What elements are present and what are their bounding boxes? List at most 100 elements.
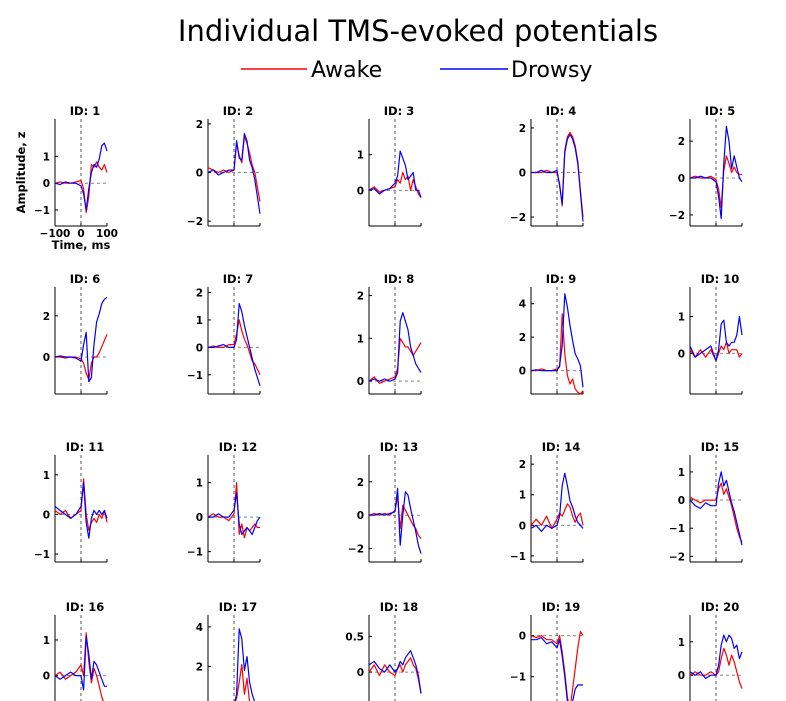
y-tick-label: −1 bbox=[34, 205, 50, 217]
y-tick-label: 1 bbox=[357, 150, 364, 162]
panel-14: ID: 14 −1 0 1 2 bbox=[510, 440, 584, 563]
y-axis-label: Amplitude, z bbox=[14, 131, 28, 213]
series-drowsy-line bbox=[368, 150, 422, 198]
y-tick-label: −2 bbox=[187, 216, 203, 228]
series-awake-line bbox=[54, 632, 104, 701]
legend: Awake Drowsy bbox=[241, 58, 592, 83]
panel-title: ID: 4 bbox=[546, 104, 576, 118]
panel-19: ID: 19−2−10 bbox=[510, 600, 584, 701]
panel-title: ID: 7 bbox=[223, 272, 253, 286]
series-drowsy-line bbox=[689, 471, 743, 546]
panel-5: ID: 5 −2 0 2 bbox=[669, 104, 743, 227]
series-drowsy-line bbox=[54, 482, 108, 539]
series-drowsy-line bbox=[530, 472, 584, 533]
y-tick-label: 0 bbox=[357, 376, 364, 388]
y-tick-label: −1 bbox=[510, 551, 526, 563]
figure-title: Individual TMS-evoked potentials bbox=[178, 14, 658, 48]
panel-title: ID: 3 bbox=[384, 104, 414, 118]
panel-title: ID: 2 bbox=[223, 104, 253, 118]
y-tick-label: −1 bbox=[187, 370, 203, 382]
y-tick-label: 0 bbox=[43, 509, 50, 521]
y-tick-label: 1 bbox=[357, 333, 364, 345]
series-drowsy-line bbox=[689, 634, 743, 680]
panel-title: ID: 16 bbox=[66, 600, 104, 614]
y-tick-label: 0 bbox=[357, 185, 364, 197]
y-tick-label: 0 bbox=[357, 667, 364, 679]
y-tick-label: 1 bbox=[678, 467, 685, 479]
y-tick-label: −1 bbox=[34, 549, 50, 561]
y-tick-label: 1 bbox=[678, 637, 685, 649]
y-tick-label: 0 bbox=[196, 168, 203, 180]
panel-13: ID: 13 −2 0 2 bbox=[348, 440, 422, 563]
series-drowsy-line bbox=[54, 142, 108, 211]
y-tick-label: −1 bbox=[187, 547, 203, 559]
panel-title: ID: 11 bbox=[66, 440, 104, 454]
panel-title: ID: 19 bbox=[542, 600, 580, 614]
series-awake-line bbox=[54, 478, 108, 531]
panel-title: ID: 5 bbox=[705, 104, 735, 118]
y-tick-label: 0 bbox=[357, 510, 364, 522]
y-tick-label: 2 bbox=[357, 291, 364, 303]
y-tick-label: 1 bbox=[196, 315, 203, 327]
panel-7: ID: 7 −1 0 1 2 bbox=[187, 272, 261, 395]
panel-title: ID: 1 bbox=[70, 104, 100, 118]
series-drowsy-line bbox=[690, 125, 743, 220]
series-awake-line bbox=[368, 337, 422, 384]
panel-8: ID: 8 0 1 2 bbox=[357, 272, 422, 395]
y-tick-label: −1 bbox=[510, 672, 526, 684]
y-tick-label: 0 bbox=[519, 168, 526, 180]
panel-title: ID: 20 bbox=[701, 600, 739, 614]
y-tick-label: 2 bbox=[519, 123, 526, 135]
x-tick-label: 100 bbox=[96, 228, 118, 240]
y-tick-label: 4 bbox=[519, 299, 526, 311]
series-drowsy-line bbox=[207, 133, 261, 214]
panel-title: ID: 17 bbox=[219, 600, 257, 614]
y-tick-label: 0 bbox=[678, 495, 685, 507]
panel-title: ID: 15 bbox=[701, 440, 739, 454]
panel-title: ID: 9 bbox=[546, 272, 576, 286]
y-tick-label: 0 bbox=[196, 342, 203, 354]
y-tick-label: 0 bbox=[196, 512, 203, 524]
panel-4: ID: 4 −2 0 2 bbox=[510, 104, 584, 227]
y-tick-label: 0 bbox=[678, 173, 685, 185]
y-tick-label: 0 bbox=[43, 178, 50, 190]
panel-10: ID: 10 0 1 bbox=[678, 272, 743, 395]
y-tick-label: 4 bbox=[196, 622, 203, 634]
y-tick-label: 1 bbox=[43, 470, 50, 482]
series-awake-line bbox=[689, 482, 743, 543]
y-tick-label: 0 bbox=[519, 631, 526, 643]
x-axis-label: Time, ms bbox=[52, 238, 111, 252]
y-tick-label: 2 bbox=[196, 287, 203, 299]
panel-6: ID: 6 0 2 bbox=[43, 272, 108, 395]
panel-title: ID: 18 bbox=[380, 600, 418, 614]
panel-title: ID: 13 bbox=[380, 440, 418, 454]
panel-18: ID: 18−0.500.5 bbox=[345, 600, 422, 701]
panel-title: ID: 12 bbox=[219, 440, 257, 454]
series-drowsy-line bbox=[531, 636, 583, 701]
panel-2: ID: 2 −2 0 2 bbox=[187, 104, 261, 228]
series-drowsy-line bbox=[368, 650, 422, 694]
y-tick-label: 0 bbox=[519, 520, 526, 532]
series-drowsy-line bbox=[530, 293, 584, 388]
series-drowsy-line bbox=[234, 628, 256, 701]
series-awake-line bbox=[689, 341, 743, 362]
series-awake-line bbox=[531, 313, 584, 395]
panel-11: ID: 11 −1 0 1 bbox=[34, 440, 108, 563]
y-tick-label: 1 bbox=[196, 478, 203, 490]
y-tick-label: 0 bbox=[43, 671, 50, 683]
panel-12: ID: 12 −1 0 1 bbox=[187, 440, 261, 563]
panel-3: ID: 3 0 1 bbox=[357, 104, 422, 227]
series-drowsy-line bbox=[369, 487, 422, 554]
series-drowsy-line bbox=[368, 312, 422, 382]
series-drowsy-line bbox=[208, 492, 261, 536]
panel-title: ID: 14 bbox=[542, 440, 580, 454]
y-tick-label: −2 bbox=[348, 544, 364, 556]
y-tick-label: 0 bbox=[678, 670, 685, 682]
panel-title: ID: 8 bbox=[384, 272, 414, 286]
y-tick-label: 2 bbox=[357, 477, 364, 489]
panel-title: ID: 10 bbox=[701, 272, 739, 286]
y-tick-label: −1 bbox=[669, 523, 685, 535]
